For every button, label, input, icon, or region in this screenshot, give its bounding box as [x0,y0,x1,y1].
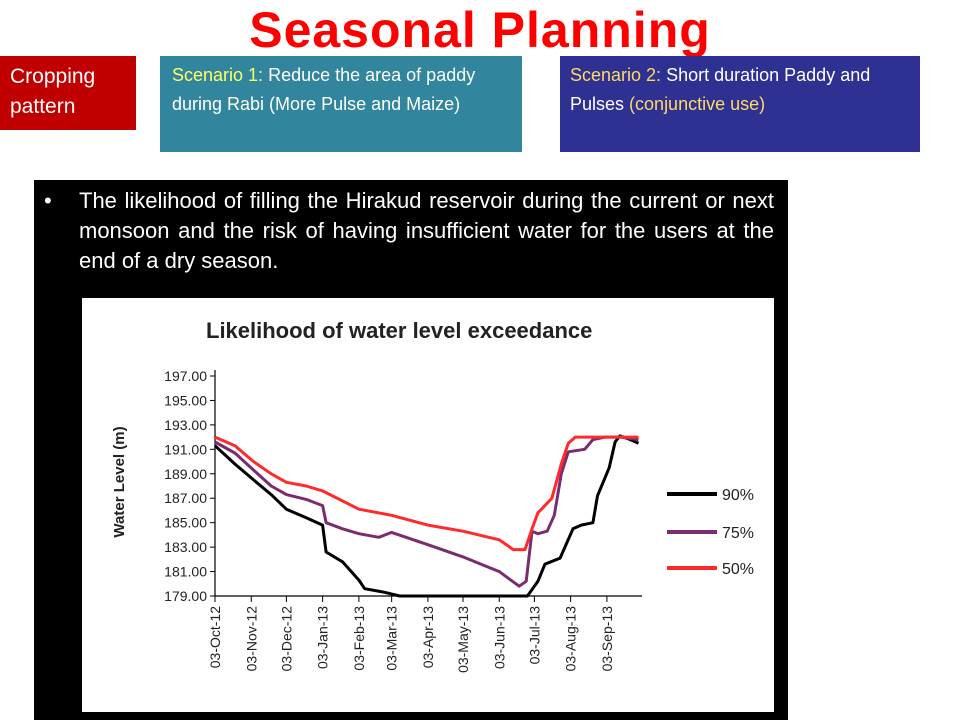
y-tick-label: 187.00 [164,490,207,506]
y-tick-label: 179.00 [164,588,207,604]
cropping-pattern-tag: Cropping pattern [0,56,136,130]
x-tick-label: 03-Sep-13 [599,606,615,672]
series-line-50pct [214,435,639,552]
y-tick-label: 181.00 [164,564,207,580]
x-tick-label: 03-Jul-13 [526,606,542,665]
y-axis-label: Water Level (m) [111,426,128,537]
chart-title: Likelihood of water level exceedance [206,318,592,343]
y-tick-label: 185.00 [164,515,207,531]
x-tick-label: 03-Feb-13 [351,606,367,671]
scenario-2-conjunctive: (conjunctive use) [629,94,766,114]
y-tick-label: 189.00 [164,466,207,482]
x-tick-label: 03-May-13 [455,606,471,673]
scenario-1-box: Scenario 1: Reduce the area of paddy dur… [160,56,522,152]
y-tick-label: 183.00 [164,539,207,555]
x-tick-label: 03-Aug-13 [563,606,579,672]
x-tick-label: 03-Jun-13 [491,606,507,669]
bullet-point: • The likelihood of filling the Hirakud … [44,186,774,276]
x-tick-label: 03-Jan-13 [315,606,331,669]
scenario-2-text: Short duration Paddy and Pulses [570,65,871,114]
cropping-tag-line2: pattern [10,95,76,118]
bullet-icon: • [44,188,52,213]
x-tick-label: 03-Mar-13 [384,606,400,671]
bullet-text: The likelihood of filling the Hirakud re… [79,188,774,273]
cropping-tag-line1: Cropping [10,65,96,88]
scenario-1-label: Scenario 1: [172,65,264,85]
series-line-90pct [213,434,640,598]
slide-title: Seasonal Planning [249,2,711,58]
scenario-2-box: Scenario 2: Short duration Paddy and Pul… [560,56,920,152]
scenario-2-label: Scenario 2: [570,65,662,85]
series-line-75pct [214,435,639,588]
exceedance-chart: Likelihood of water level exceedance 179… [111,318,754,673]
chart-container: Likelihood of water level exceedance 179… [82,298,774,712]
y-tick-label: 193.00 [164,417,207,433]
x-tick-label: 03-Apr-13 [420,606,436,668]
legend-label: 50% [722,561,754,578]
x-tick-label: 03-Oct-12 [207,606,223,668]
scenario-1-text: Reduce the area of paddy during Rabi (Mo… [172,65,476,114]
y-tick-label: 197.00 [164,368,207,384]
y-tick-label: 191.00 [164,441,207,457]
y-tick-label: 195.00 [164,392,207,408]
x-tick-label: 03-Nov-12 [243,606,259,672]
legend-label: 75% [722,525,754,542]
x-tick-label: 03-Dec-12 [278,606,294,672]
legend-label: 90% [722,487,754,504]
